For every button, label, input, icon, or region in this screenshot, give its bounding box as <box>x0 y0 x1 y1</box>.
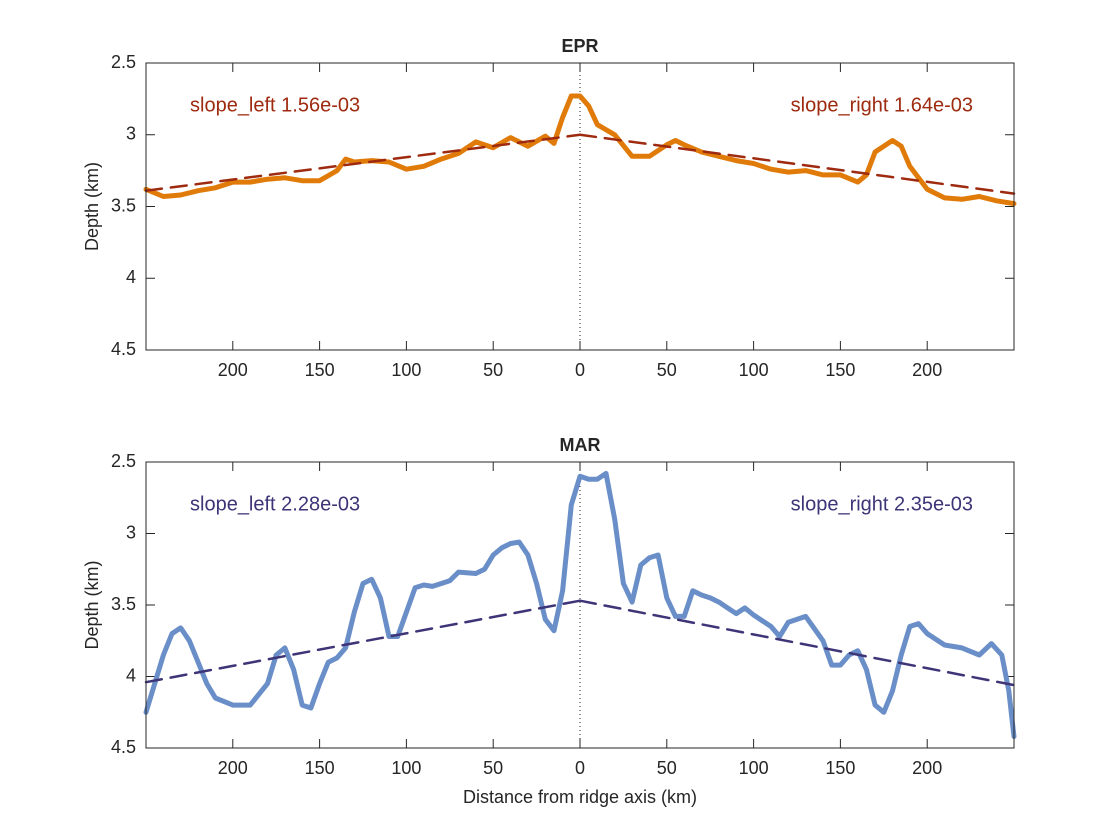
x-tick-label: 200 <box>912 360 942 380</box>
y-tick-label: 3.5 <box>111 195 136 215</box>
x-tick-label: 200 <box>218 758 248 778</box>
x-tick-label: 200 <box>912 758 942 778</box>
y-tick-label: 3.5 <box>111 594 136 614</box>
x-tick-label: 100 <box>739 360 769 380</box>
x-tick-label: 50 <box>483 360 503 380</box>
x-tick-label: 100 <box>739 758 769 778</box>
y-axis-label: Depth (km) <box>82 162 102 251</box>
profile-line <box>143 470 1017 740</box>
axes-background <box>146 63 1014 350</box>
y-tick-label: 4.5 <box>111 339 136 359</box>
x-tick-label: 0 <box>575 758 585 778</box>
x-tick-label: 50 <box>657 758 677 778</box>
annotation: slope_left 1.56e-03 <box>190 94 360 116</box>
x-tick-label: 50 <box>483 758 503 778</box>
annotation: slope_left 2.28e-03 <box>190 493 360 515</box>
x-tick-label: 50 <box>657 360 677 380</box>
y-tick-label: 2.5 <box>111 52 136 72</box>
annotation: slope_right 1.64e-03 <box>791 94 973 116</box>
y-tick-label: 4 <box>126 267 136 287</box>
x-tick-label: 150 <box>305 758 335 778</box>
x-tick-label: 150 <box>305 360 335 380</box>
chart-title: MAR <box>560 435 601 455</box>
annotation: slope_right 2.35e-03 <box>791 493 973 515</box>
x-tick-label: 100 <box>391 758 421 778</box>
x-tick-label: 200 <box>218 360 248 380</box>
fit-line <box>578 133 1016 195</box>
axes-box <box>145 62 1015 351</box>
axes-background <box>146 462 1014 748</box>
y-tick-label: 2.5 <box>111 451 136 471</box>
x-axis-label: Distance from ridge axis (km) <box>463 787 697 807</box>
fit-line <box>144 133 582 192</box>
y-tick-label: 3 <box>126 522 136 542</box>
x-tick-label: 150 <box>825 758 855 778</box>
x-tick-label: 0 <box>575 360 585 380</box>
x-tick-label: 100 <box>391 360 421 380</box>
chart-title: EPR <box>561 36 598 56</box>
x-tick-label: 150 <box>825 360 855 380</box>
y-tick-label: 4 <box>126 665 136 685</box>
y-tick-label: 3 <box>126 124 136 144</box>
y-tick-label: 4.5 <box>111 737 136 757</box>
axes-box <box>145 461 1015 749</box>
y-axis-label: Depth (km) <box>82 560 102 649</box>
profile-line <box>143 93 1017 207</box>
